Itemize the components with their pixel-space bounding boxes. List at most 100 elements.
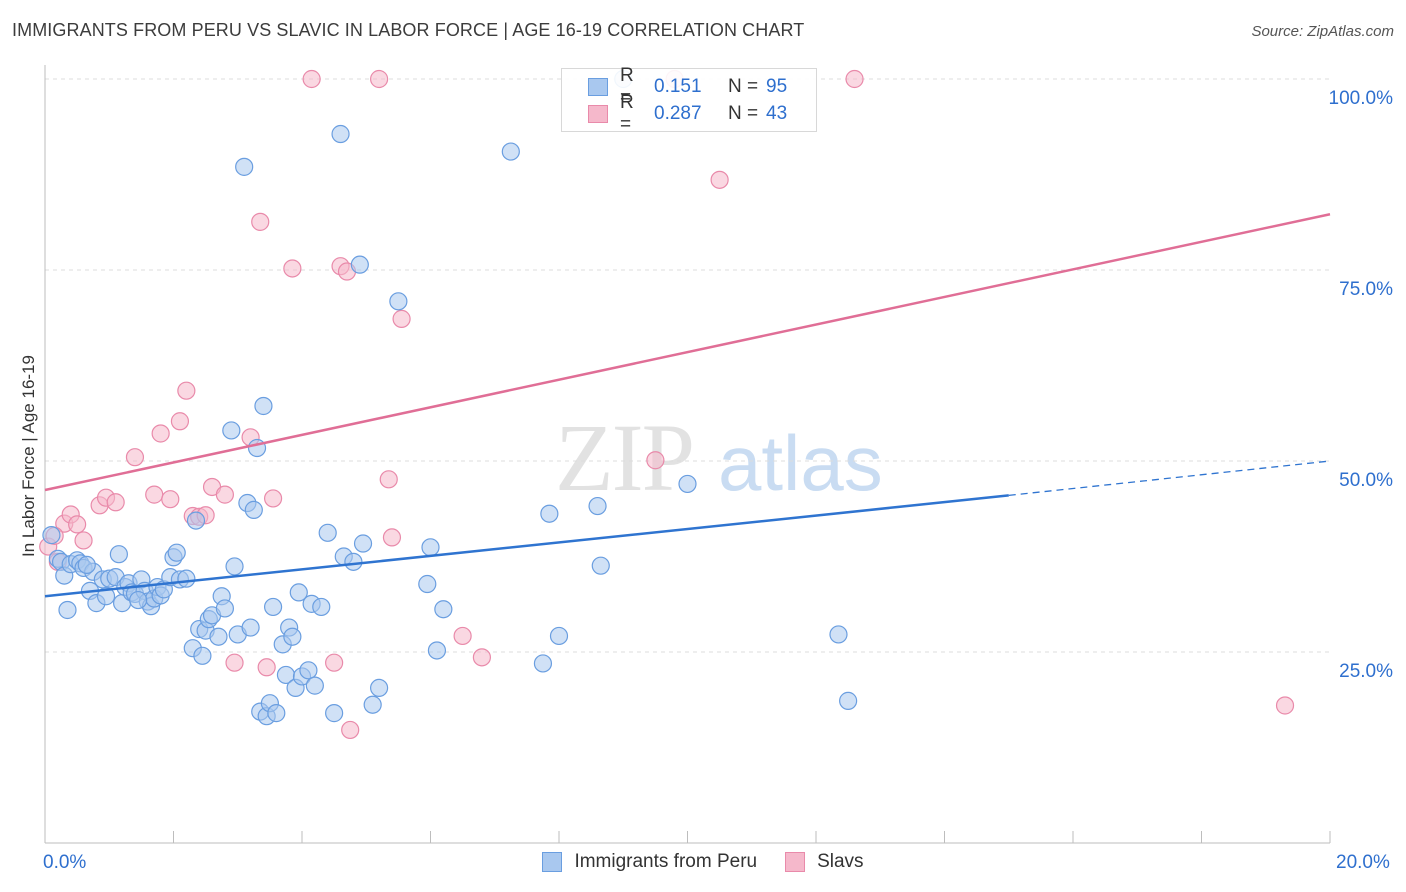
point-slavs [177,381,196,400]
point-peru [77,555,96,575]
point-slavs [453,626,472,646]
point-slavs [302,69,321,89]
point-slavs [151,424,170,443]
point-peru [427,641,447,660]
point-peru [244,500,263,519]
point-slavs [225,653,244,672]
point-peru [370,678,389,698]
point-peru [325,704,344,723]
point-peru [215,599,234,618]
point-peru [389,292,408,311]
y-tick-label: 100.0% [1329,88,1394,109]
n-value: 95 [766,76,788,97]
y-tick-label: 50.0% [1339,470,1393,491]
point-peru [42,526,61,545]
watermark-atlas: atlas [718,419,883,507]
point-peru [129,590,148,610]
point-peru [186,511,206,530]
point-slavs [341,720,360,740]
point-peru [289,583,308,602]
point-peru [318,523,337,542]
point-slavs [170,412,190,431]
point-peru [58,600,77,620]
legend-label-slavs: Slavs [817,851,864,872]
point-peru [549,626,569,646]
y-tick-labels: 25.0% 50.0% 75.0% 100.0% [1329,88,1394,682]
point-peru [421,538,440,557]
point-slavs [251,212,270,231]
point-slavs [161,490,180,509]
r-value: 0.151 [654,76,702,97]
point-peru [167,543,186,562]
slavs-swatch [588,105,608,123]
point-slavs [74,531,93,550]
point-slavs [125,448,145,467]
point-slavs [845,69,864,89]
point-peru [209,627,228,646]
point-slavs [106,493,125,512]
point-slavs [1275,696,1295,715]
point-peru [540,504,559,523]
point-peru [254,396,273,416]
point-peru [331,124,350,144]
point-slavs [283,259,302,278]
point-peru [299,661,318,680]
point-slavs [382,528,402,547]
trend-line-peru [44,494,1009,598]
watermark: ZIP atlas [555,404,883,511]
r-label: R = [620,65,634,108]
peru-legend-swatch [542,852,563,872]
point-slavs [145,485,164,504]
point-peru [235,157,254,176]
point-peru [501,142,520,161]
point-peru [533,654,553,673]
point-slavs [370,69,389,89]
point-peru [434,600,453,619]
point-peru [353,534,373,553]
slavs-legend-swatch [785,852,806,872]
point-peru [350,255,369,274]
point-peru [588,496,607,516]
point-peru [177,569,196,588]
trend-lines [44,213,1331,598]
point-peru [591,556,610,575]
trend-line-slavs [44,213,1331,492]
point-peru [418,574,437,594]
trend-line-peru-projection [1008,460,1331,497]
legend-item-peru[interactable]: Immigrants from Peru [542,851,757,873]
point-slavs [215,485,234,504]
stats-legend: R = 0.151 N = 95 R = 0.287 N = 43 [561,65,817,135]
point-slavs [392,309,411,328]
chart-title: IMMIGRANTS FROM PERU VS SLAVIC IN LABOR … [12,20,805,40]
point-peru [241,618,260,637]
point-peru [305,676,324,695]
point-slavs [68,515,87,534]
n-label: N = [728,76,759,97]
point-peru [839,691,858,710]
legend-item-slavs[interactable]: Slavs [785,851,864,873]
point-peru [344,552,363,571]
point-slavs [257,658,276,677]
x-tick-label-min: 0.0% [43,852,87,873]
r-value: 0.287 [654,103,702,124]
watermark-zip: ZIP [555,404,693,511]
n-label: N = [728,103,759,124]
point-slavs [263,489,283,508]
stats-row-peru: R = 0.151 N = 95 [588,65,788,108]
point-peru [225,557,244,576]
point-peru [263,597,283,617]
point-peru [283,627,302,646]
stats-row-slavs: R = 0.287 N = 43 [588,92,788,135]
y-tick-label: 75.0% [1339,279,1393,300]
point-slavs [472,648,491,667]
point-slavs [325,653,344,672]
n-value: 43 [766,103,788,124]
point-peru [829,625,848,644]
point-peru [678,474,697,494]
point-peru [109,545,128,564]
y-axis-label: In Labor Force | Age 16-19 [19,355,38,557]
point-peru [96,587,116,606]
y-tick-label: 25.0% [1339,661,1393,682]
point-slavs [379,470,398,489]
